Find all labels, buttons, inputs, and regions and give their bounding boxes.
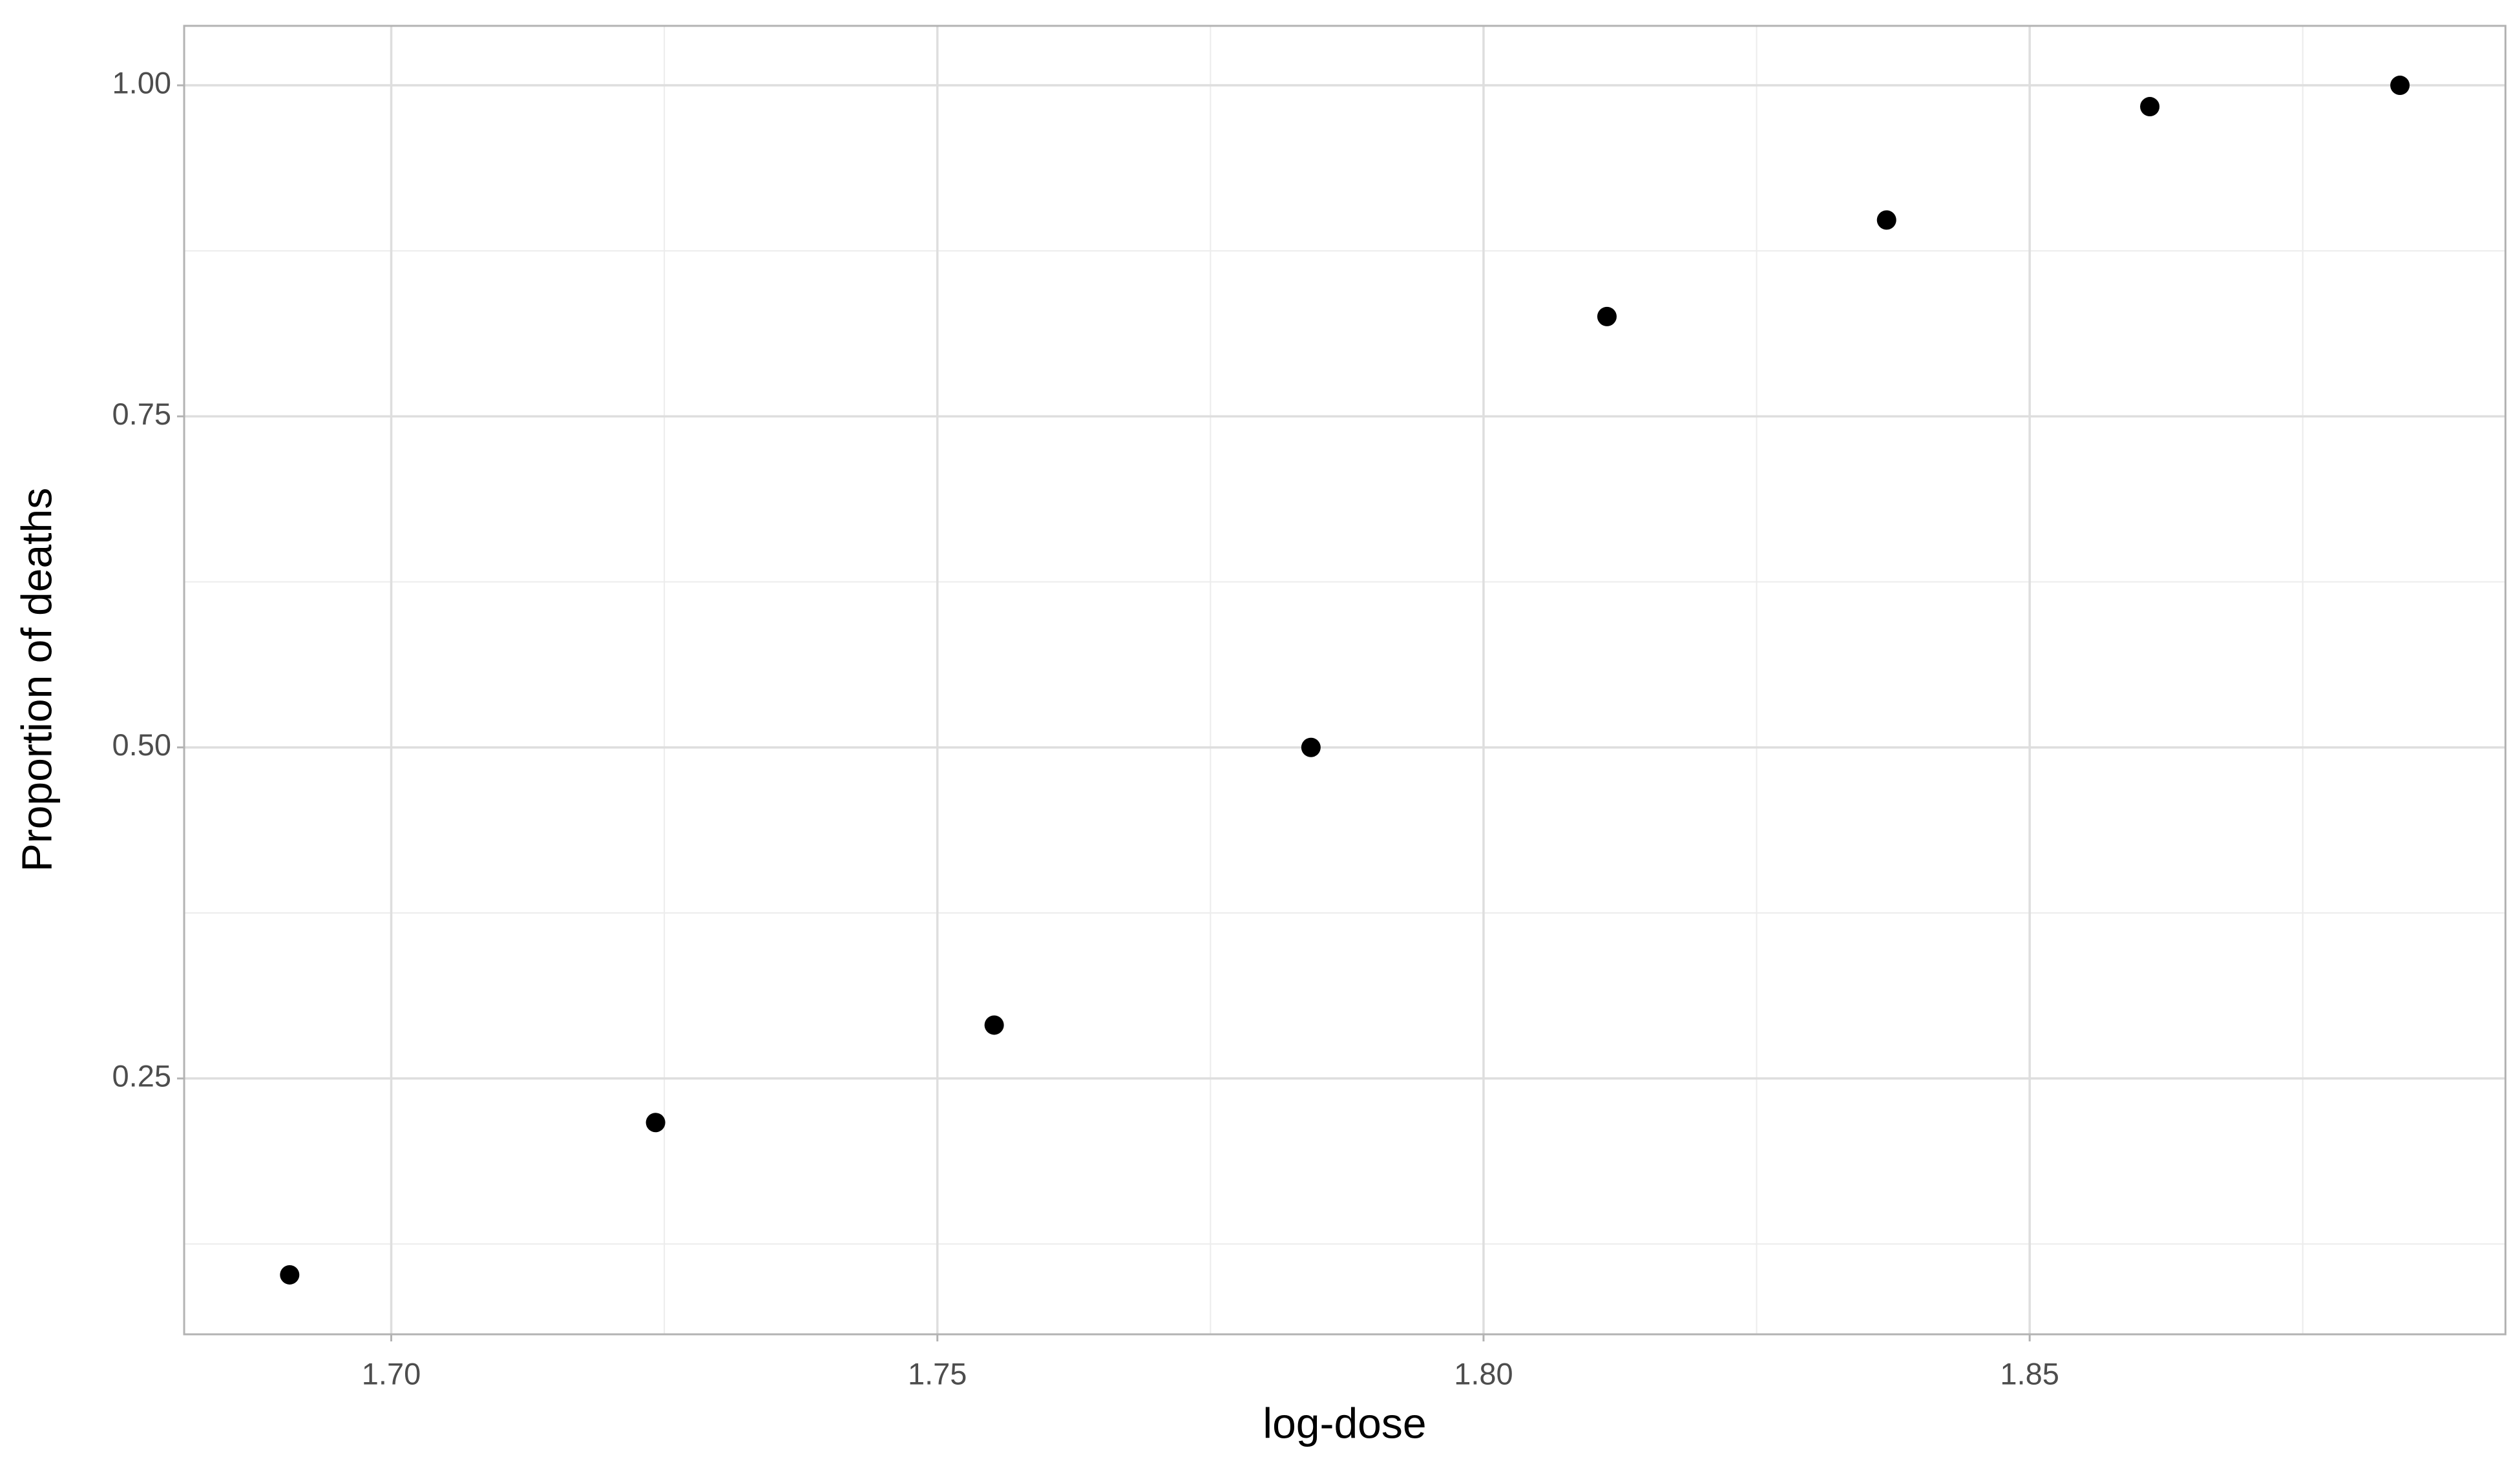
- point: [2390, 76, 2410, 96]
- y-tick-label: 0.50: [112, 728, 171, 762]
- x-axis-title: log-dose: [1263, 1399, 1426, 1447]
- x-tick-label: 1.75: [908, 1356, 967, 1391]
- point: [984, 1015, 1004, 1035]
- x-tick-label: 1.85: [2000, 1356, 2059, 1391]
- point: [2140, 97, 2160, 117]
- point: [646, 1113, 666, 1133]
- panel: [184, 26, 2505, 1334]
- y-tick-label: 0.25: [112, 1058, 171, 1093]
- point: [280, 1265, 300, 1285]
- point: [1597, 306, 1617, 326]
- panel-border: [183, 25, 2506, 1336]
- y-tick-label: 1.00: [112, 65, 171, 100]
- point: [1301, 737, 1321, 757]
- x-tick-label: 1.70: [362, 1356, 421, 1391]
- y-axis-title: Proportion of deaths: [12, 488, 60, 872]
- x-tick-label: 1.80: [1454, 1356, 1513, 1391]
- y-tick-label: 0.75: [112, 397, 171, 431]
- point: [1876, 210, 1896, 230]
